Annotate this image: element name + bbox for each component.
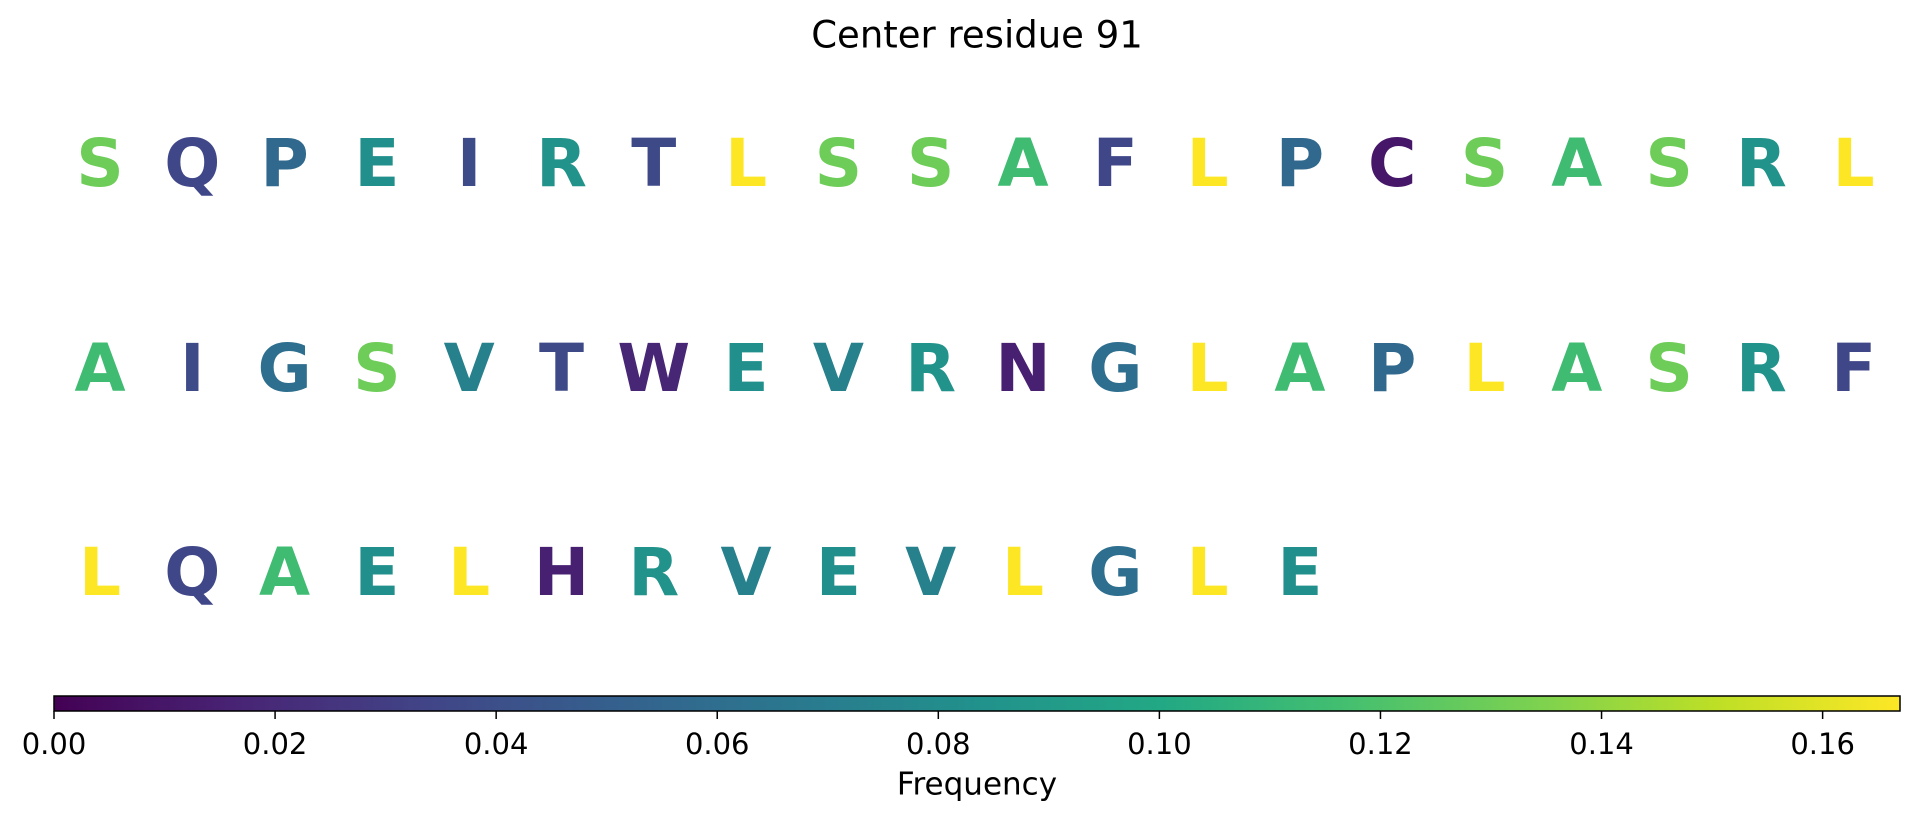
chart-title: Center residue 91	[811, 14, 1143, 57]
residue-letter: S	[815, 125, 863, 202]
residue-letter: S	[1645, 330, 1693, 407]
colorbar-tick-label: 0.10	[1127, 727, 1192, 761]
residue-letter: V	[444, 330, 495, 407]
residue-letter: A	[1274, 330, 1325, 407]
residue-letter: V	[721, 534, 772, 611]
residue-letter: P	[1368, 330, 1416, 407]
residue-letter: R	[536, 125, 587, 202]
residue-letter: E	[354, 534, 399, 611]
colorbar-label: Frequency	[897, 767, 1057, 803]
residue-letter: A	[259, 534, 310, 611]
residue-letter: H	[534, 534, 589, 611]
residue-letter: G	[1088, 534, 1142, 611]
residue-letter: L	[1002, 534, 1044, 611]
residue-letter: L	[1187, 534, 1229, 611]
residue-letter: V	[905, 534, 956, 611]
colorbar-tick-label: 0.04	[464, 727, 529, 761]
colorbar-tick-label: 0.08	[906, 727, 971, 761]
colorbar-tick-label: 0.12	[1348, 727, 1413, 761]
colorbar: 0.00 0.02 0.04 0.06 0.08 0.10 0.12 0.14 0.16 Fre…	[22, 695, 1901, 803]
residue-letter: E	[354, 125, 399, 202]
colorbar-gradient	[53, 695, 1901, 712]
residue-letter: R	[905, 330, 956, 407]
residue-letter: R	[1736, 330, 1787, 407]
colorbar-tick-label: 0.02	[243, 727, 308, 761]
residue-letter: I	[457, 125, 482, 202]
residue-letter: A	[74, 330, 125, 407]
residue-letter: Q	[164, 534, 220, 611]
residue-letter: A	[1551, 125, 1602, 202]
residue-letter: F	[1093, 125, 1138, 202]
residue-letter: L	[1187, 330, 1229, 407]
residue-letter: A	[997, 125, 1048, 202]
residue-letter: S	[1645, 125, 1693, 202]
residue-letter: R	[1736, 125, 1787, 202]
residue-letter: S	[76, 125, 124, 202]
residue-letter: E	[724, 330, 769, 407]
colorbar-tick-label: 0.14	[1569, 727, 1634, 761]
residue-letter: L	[1187, 125, 1229, 202]
residue-letter: R	[628, 534, 679, 611]
residue-letters: S Q P E I R T L S S A F L P C S A S R LA I G S V T W E V R N G L A P L A S R F…	[74, 125, 1876, 611]
colorbar-tick-label: 0.00	[22, 727, 87, 761]
residue-letter: P	[260, 125, 308, 202]
colorbar-tick-label: 0.16	[1790, 727, 1855, 761]
residue-letter: V	[813, 330, 864, 407]
colorbar-tick-label: 0.06	[685, 727, 750, 761]
residue-letter: E	[1277, 534, 1322, 611]
residue-letter: T	[539, 330, 584, 407]
residue-letter: P	[1276, 125, 1324, 202]
residue-letter: Q	[164, 125, 220, 202]
residue-letter: L	[1833, 125, 1875, 202]
residue-letter: S	[1461, 125, 1509, 202]
residue-letter: L	[1463, 330, 1505, 407]
colorbar-ticks: 0.00 0.02 0.04 0.06 0.08 0.10 0.12 0.14 0.16	[22, 711, 1855, 761]
residue-letter: L	[79, 534, 121, 611]
residue-letter: C	[1368, 125, 1416, 202]
residue-letter: W	[617, 330, 690, 407]
residue-letter: L	[448, 534, 490, 611]
residue-letter: I	[180, 330, 205, 407]
residue-letter: E	[816, 534, 861, 611]
residue-letter: L	[725, 125, 767, 202]
residue-letter: S	[907, 125, 955, 202]
residue-letter: T	[631, 125, 676, 202]
residue-letter: G	[258, 330, 312, 407]
residue-letter: G	[1088, 330, 1142, 407]
residue-letter: N	[995, 330, 1050, 407]
residue-letter: F	[1831, 330, 1876, 407]
residue-letter: S	[353, 330, 401, 407]
residue-letter: A	[1551, 330, 1602, 407]
